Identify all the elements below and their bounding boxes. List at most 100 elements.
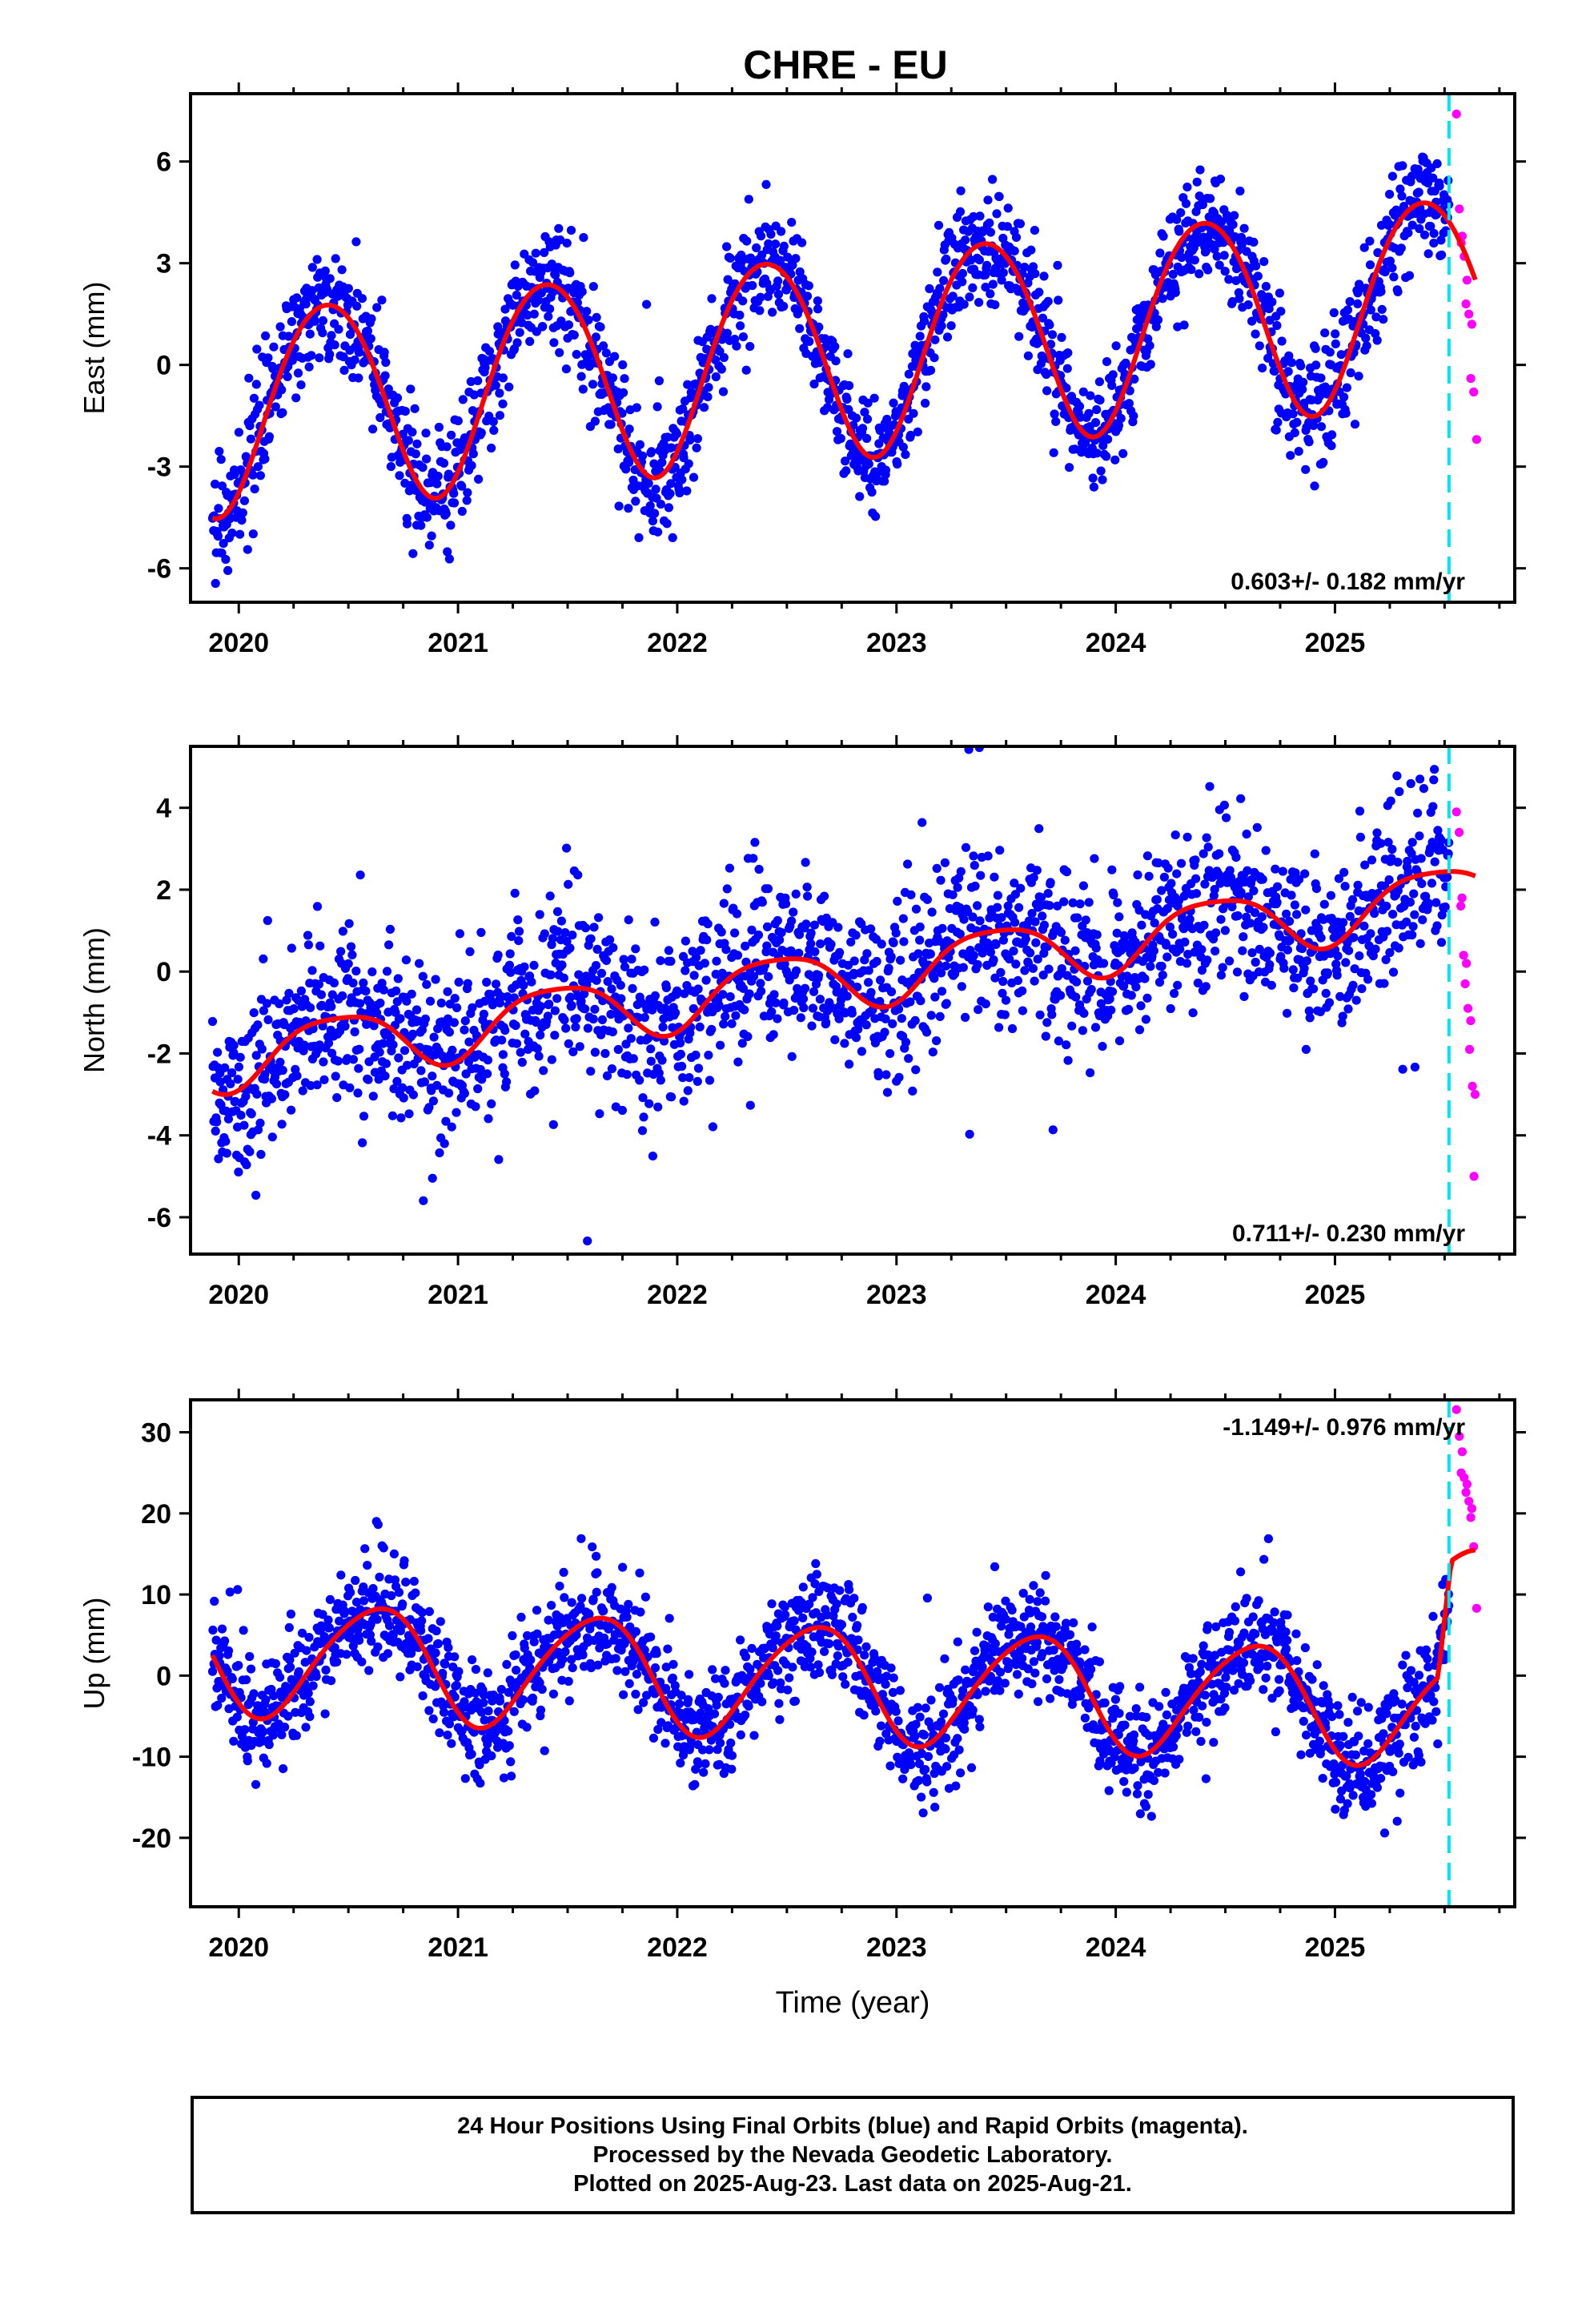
north-final-point <box>1092 930 1102 939</box>
north-final-point <box>1165 923 1175 932</box>
north-final-point <box>348 978 358 988</box>
east-final-point <box>985 218 994 227</box>
north-final-point <box>1344 946 1354 955</box>
north-final-point <box>385 924 395 934</box>
up-final-point <box>578 1650 588 1660</box>
east-final-point <box>1176 208 1186 218</box>
east-final-point <box>307 286 317 296</box>
north-final-point <box>1114 1036 1125 1046</box>
east-final-point <box>942 332 953 342</box>
east-final-point <box>330 340 339 350</box>
east-final-point <box>442 442 452 452</box>
north-final-point <box>314 979 323 989</box>
north-final-point <box>989 955 998 965</box>
up-final-point <box>435 1728 444 1738</box>
north-final-point <box>1029 873 1038 883</box>
east-final-point <box>770 239 781 249</box>
north-final-point <box>631 944 640 954</box>
north-final-point <box>676 1049 686 1059</box>
east-final-point <box>315 353 324 363</box>
east-final-point <box>657 457 667 468</box>
north-final-point <box>658 1022 668 1032</box>
up-final-point <box>264 1739 274 1750</box>
east-final-point <box>722 242 732 251</box>
east-final-point <box>666 479 676 489</box>
north-final-point <box>975 916 985 926</box>
east-final-point <box>243 545 252 554</box>
up-final-point <box>305 1697 315 1707</box>
north-final-point <box>1353 880 1363 890</box>
east-final-point <box>1210 244 1219 254</box>
east-final-point <box>893 459 902 469</box>
east-final-point <box>422 513 432 522</box>
up-final-point <box>398 1599 408 1609</box>
north-final-point <box>298 1086 307 1096</box>
east-final-point <box>462 496 472 505</box>
north-final-point <box>1370 908 1379 919</box>
east-final-point <box>555 348 564 357</box>
east-final-point <box>1046 340 1056 349</box>
north-final-point <box>787 1051 797 1061</box>
east-final-point <box>1361 333 1371 343</box>
east-final-point <box>921 382 931 392</box>
north-final-point <box>1068 898 1078 907</box>
east-final-point <box>742 236 752 246</box>
north-final-point <box>1350 964 1359 974</box>
north-final-point <box>1199 849 1208 858</box>
north-final-point <box>483 1055 493 1065</box>
north-final-point <box>428 1096 439 1106</box>
north-final-point <box>916 996 926 1006</box>
north-final-point <box>666 956 676 966</box>
east-final-point <box>1057 332 1066 342</box>
north-final-point <box>1395 786 1404 797</box>
north-final-point <box>338 927 347 936</box>
north-final-point <box>315 941 325 951</box>
east-final-point <box>500 304 510 314</box>
east-final-point <box>596 322 605 332</box>
north-final-point <box>1070 946 1080 955</box>
north-final-point <box>595 1109 604 1119</box>
north-final-point <box>287 943 296 953</box>
east-x-tick-label: 2024 <box>1086 628 1146 658</box>
east-final-point <box>915 332 925 341</box>
north-final-point <box>903 859 913 869</box>
north-final-point <box>1343 1004 1353 1014</box>
up-final-point <box>699 1767 709 1777</box>
north-final-point <box>1265 960 1275 970</box>
east-final-point <box>1437 250 1447 259</box>
east-final-point <box>1102 357 1112 367</box>
east-final-point <box>264 432 274 441</box>
north-final-point <box>393 974 403 983</box>
east-final-point <box>1201 246 1211 256</box>
up-final-point <box>776 1684 786 1694</box>
north-final-point <box>862 949 872 959</box>
north-final-point <box>1287 891 1296 900</box>
east-final-point <box>1230 232 1239 242</box>
east-final-point <box>909 408 918 418</box>
east-final-point <box>1063 348 1073 358</box>
east-final-point <box>867 487 877 497</box>
east-final-point <box>620 374 629 384</box>
up-final-point <box>586 1663 596 1673</box>
north-final-point <box>798 994 809 1003</box>
north-final-point <box>580 989 589 999</box>
north-final-point <box>937 968 946 978</box>
north-final-point <box>343 959 353 968</box>
north-final-point <box>622 1070 632 1080</box>
north-final-point <box>399 1093 408 1103</box>
north-final-point <box>543 1011 553 1021</box>
north-final-point <box>252 1089 262 1099</box>
north-final-point <box>556 916 567 926</box>
east-final-point <box>974 255 984 265</box>
up-final-point <box>387 1590 396 1601</box>
north-final-point <box>990 973 1000 983</box>
east-final-point <box>619 388 628 397</box>
north-final-point <box>1415 831 1424 841</box>
north-final-point <box>379 985 388 995</box>
east-final-point <box>736 321 745 331</box>
north-final-point <box>1406 778 1415 789</box>
north-final-point <box>1366 929 1375 939</box>
north-final-point <box>1014 903 1024 912</box>
up-final-point <box>443 1731 452 1740</box>
east-final-point <box>1062 384 1071 393</box>
